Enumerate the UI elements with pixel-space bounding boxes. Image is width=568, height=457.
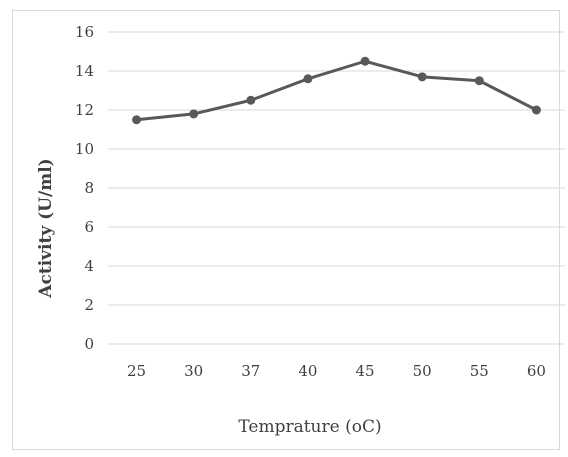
y-tick-label: 16 bbox=[75, 23, 94, 41]
data-point bbox=[360, 56, 370, 66]
x-tick-label: 60 bbox=[527, 362, 546, 380]
x-tick-label: 55 bbox=[470, 362, 489, 380]
x-tick-label: 50 bbox=[413, 362, 432, 380]
x-tick-label: 40 bbox=[298, 362, 317, 380]
data-point bbox=[189, 109, 199, 119]
y-tick-label: 10 bbox=[75, 140, 94, 158]
y-tick-label: 8 bbox=[84, 179, 94, 197]
y-tick-label: 0 bbox=[84, 335, 94, 353]
x-tick-label: 37 bbox=[241, 362, 260, 380]
y-axis-title: Activity (U/ml) bbox=[36, 158, 56, 298]
data-point bbox=[132, 115, 142, 125]
gridlines bbox=[108, 31, 565, 345]
series-layer bbox=[132, 56, 541, 125]
data-point bbox=[531, 105, 541, 115]
chart-frame bbox=[12, 10, 560, 450]
y-axis-ticks: 0 2 4 6 8 10 12 14 16 bbox=[75, 23, 94, 353]
y-tick-label: 2 bbox=[84, 296, 94, 314]
series-line bbox=[136, 59, 538, 122]
x-tick-label: 45 bbox=[356, 362, 375, 380]
x-axis-title: Temprature (oC) bbox=[238, 417, 381, 437]
x-tick-label: 30 bbox=[184, 362, 203, 380]
y-tick-label: 4 bbox=[84, 257, 94, 275]
data-point bbox=[417, 72, 427, 82]
x-tick-label: 25 bbox=[127, 362, 146, 380]
data-point bbox=[474, 76, 484, 86]
data-point bbox=[303, 74, 313, 84]
y-tick-label: 14 bbox=[75, 62, 94, 80]
x-axis-ticks: 25 30 37 40 45 50 55 60 bbox=[127, 362, 546, 380]
data-point bbox=[246, 95, 256, 105]
y-tick-label: 6 bbox=[84, 218, 94, 236]
y-tick-label: 12 bbox=[75, 101, 94, 119]
